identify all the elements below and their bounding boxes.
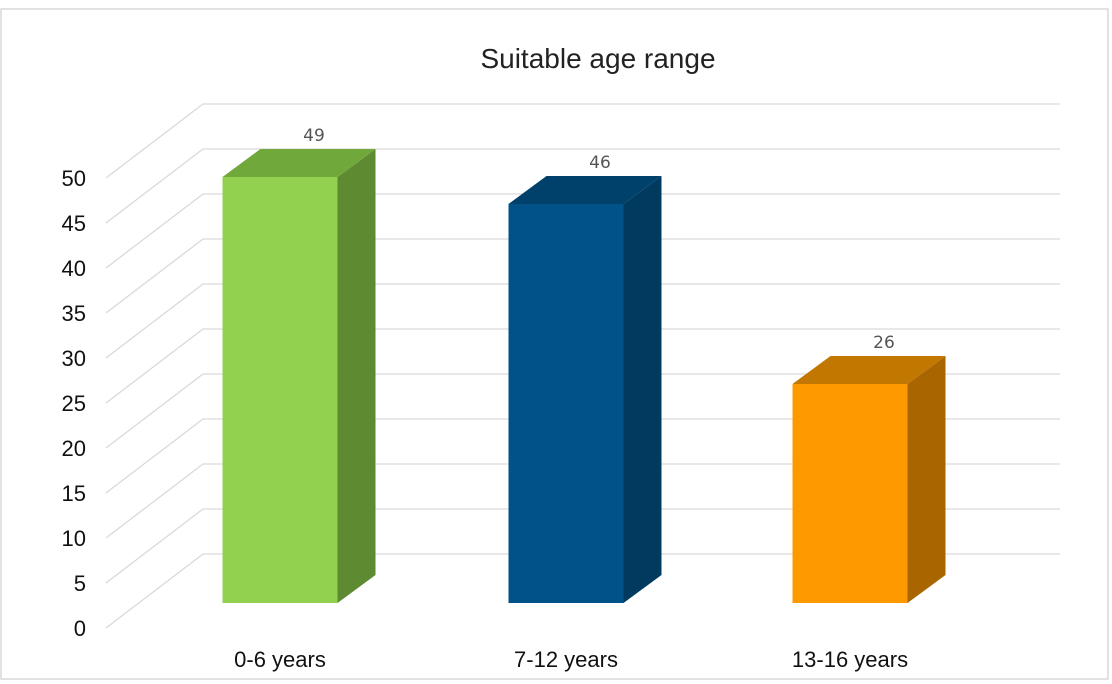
gridline [105, 418, 1060, 494]
y-tick-label: 30 [62, 346, 86, 371]
chart-border [0, 8, 1109, 680]
chart-title: Suitable age range [480, 43, 715, 74]
y-tick-label: 15 [62, 481, 86, 506]
y-axis-ticks: 0 5 10 15 20 25 30 35 40 45 50 [62, 166, 86, 641]
y-tick-label: 40 [62, 256, 86, 281]
gridline [105, 553, 1060, 629]
data-label: 49 [303, 126, 325, 146]
data-label: 26 [873, 333, 895, 353]
bar [792, 356, 946, 603]
bar [222, 149, 376, 603]
x-category-label: 13-16 years [792, 647, 908, 672]
gridline [105, 508, 1060, 584]
y-tick-label: 45 [62, 211, 86, 236]
bar-top [222, 149, 376, 177]
bar-side [907, 356, 946, 603]
y-tick-label: 50 [62, 166, 86, 191]
y-tick-label: 5 [74, 571, 86, 596]
gridlines [105, 103, 1060, 629]
y-tick-label: 20 [62, 436, 86, 461]
data-labels: 49 46 26 [303, 126, 895, 353]
y-tick-label: 35 [62, 301, 86, 326]
bar [508, 176, 662, 603]
gridline [105, 148, 1060, 224]
y-tick-label: 0 [74, 616, 86, 641]
bar-top [508, 176, 662, 204]
gridline [105, 373, 1060, 449]
gridline [105, 283, 1060, 359]
gridline [105, 463, 1060, 539]
data-label: 46 [589, 153, 611, 173]
x-axis-categories: 0-6 years 7-12 years 13-16 years [234, 647, 908, 672]
x-category-label: 7-12 years [514, 647, 618, 672]
bar-front [792, 384, 908, 603]
bar-side [623, 176, 662, 603]
gridline [105, 193, 1060, 269]
x-category-label: 0-6 years [234, 647, 326, 672]
bar-front [222, 177, 338, 603]
gridline [105, 103, 1060, 179]
bar-front [508, 204, 624, 603]
y-tick-label: 25 [62, 391, 86, 416]
bar-top [792, 356, 946, 384]
gridline [105, 328, 1060, 404]
bars [222, 149, 946, 603]
y-tick-label: 10 [62, 526, 86, 551]
gridline [105, 238, 1060, 314]
bar-side [337, 149, 376, 603]
